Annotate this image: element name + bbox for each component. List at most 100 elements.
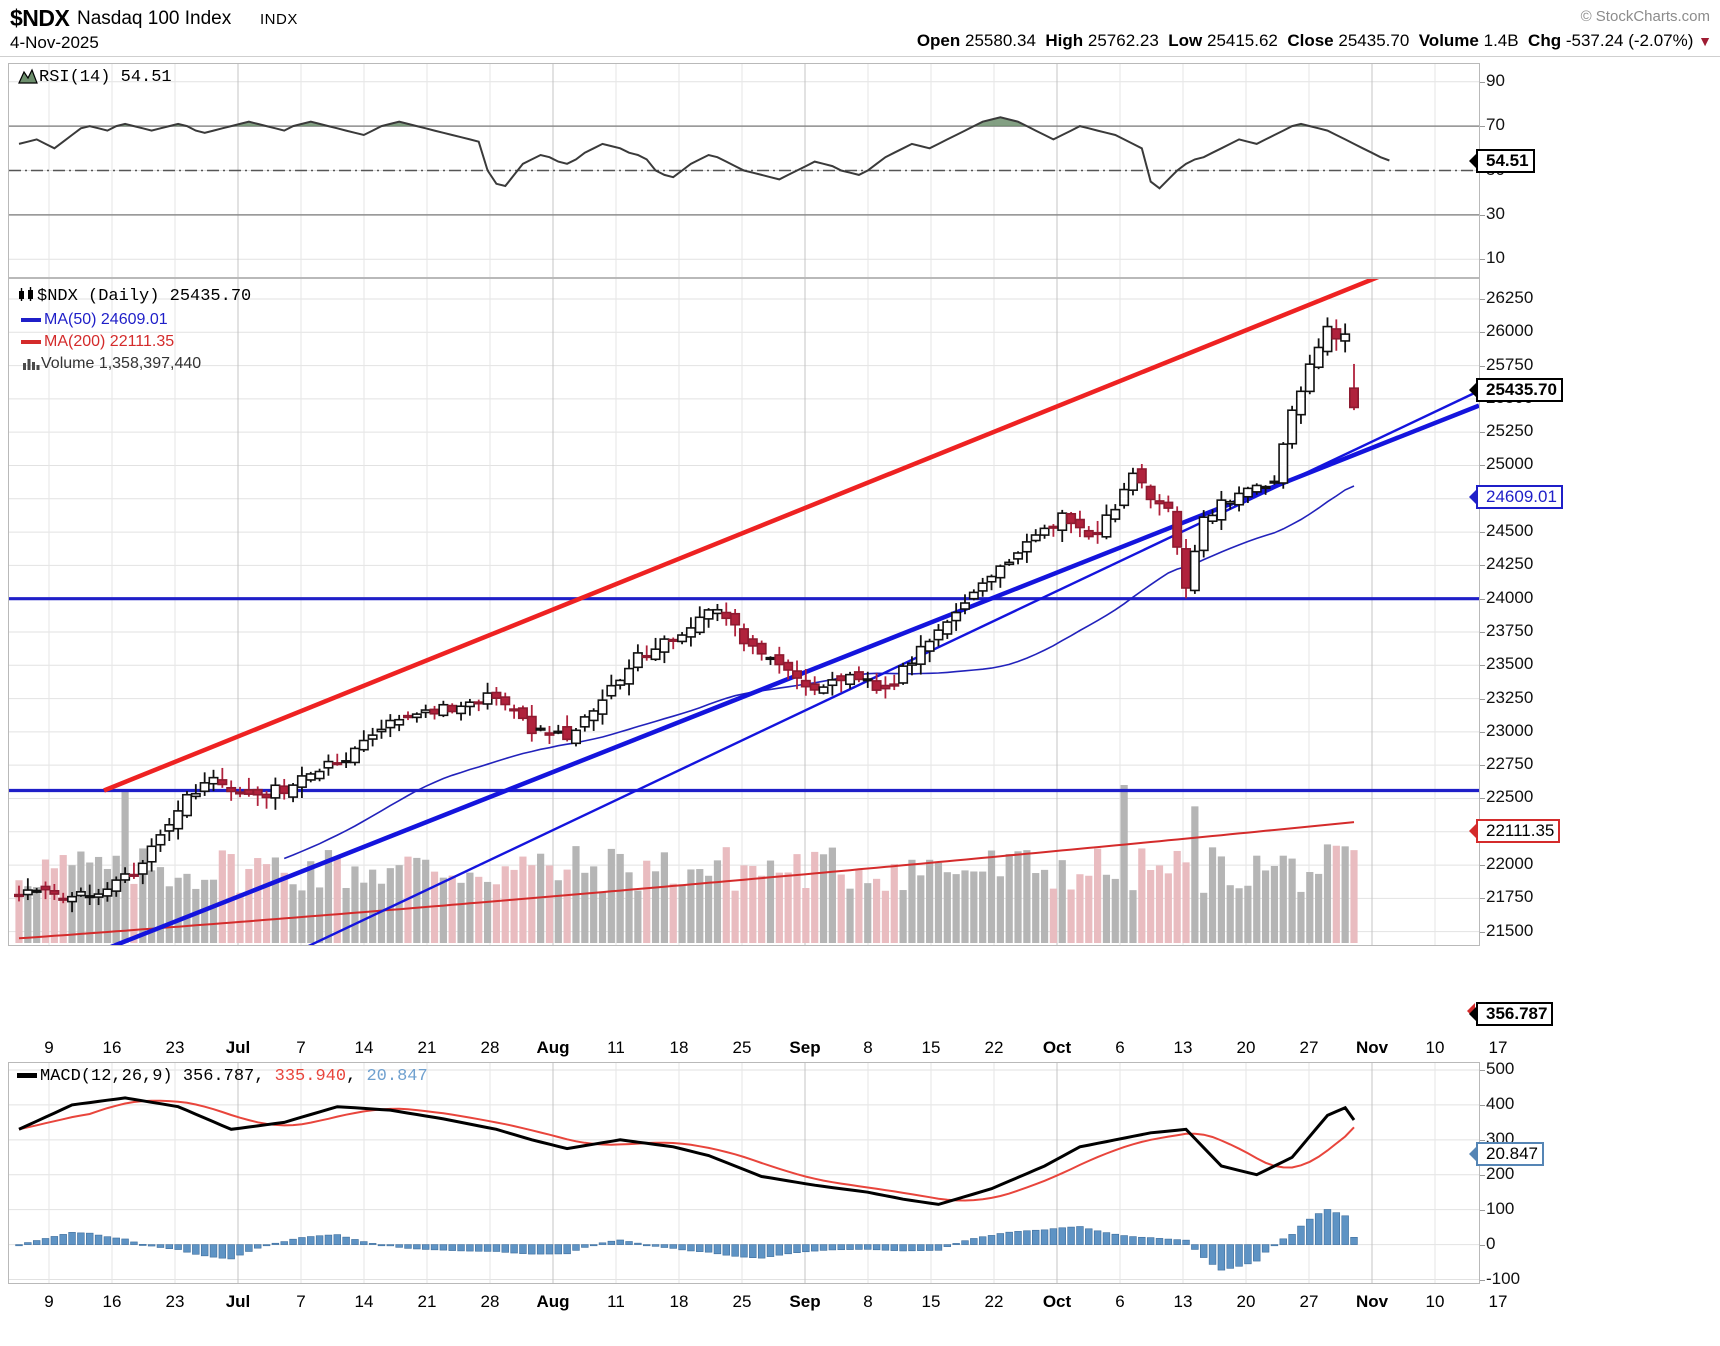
axis-tick-label: 70	[1486, 115, 1505, 135]
axis-tick-label: 26000	[1486, 321, 1534, 341]
axis-tick-mark	[1480, 1069, 1485, 1071]
macd-legend-signal: 335.940	[274, 1067, 347, 1086]
date-axis-label: 20	[1236, 1038, 1256, 1057]
close-value: 25435.70	[1338, 31, 1410, 50]
ma200-swatch-icon	[21, 339, 41, 344]
axis-tick-label: 21750	[1486, 887, 1534, 907]
date-axis-label: 7	[296, 1292, 306, 1311]
date-axis-label: 23	[165, 1292, 185, 1311]
date-axis-label: 8	[863, 1292, 873, 1311]
low-value: 25415.62	[1206, 31, 1278, 50]
axis-tick-label: 22500	[1486, 787, 1534, 807]
date-axis-label: 21	[417, 1038, 437, 1057]
price-panel: $NDX (Daily) 25435.70 MA(50) 24609.01 MA…	[8, 278, 1480, 946]
axis-tick-label: 24250	[1486, 554, 1534, 574]
date-axis-label: 9	[44, 1292, 54, 1311]
chg-value: -537.24 (-2.07%)	[1565, 31, 1694, 50]
chart-header: $NDX Nasdaq 100 Index INDX 4-Nov-2025 © …	[0, 0, 1720, 57]
date-axis-label: Sep	[789, 1038, 821, 1057]
candlestick-icon	[19, 287, 33, 301]
date-axis-label: 16	[102, 1292, 122, 1311]
date-axis-label: 14	[354, 1292, 374, 1311]
axis-tick-mark	[1480, 1279, 1485, 1281]
axis-tick-label: 25750	[1486, 354, 1534, 374]
axis-tick-mark	[1480, 465, 1485, 467]
axis-tick-label: 26250	[1486, 287, 1534, 307]
macd-legend-name: MACD(12,26,9)	[40, 1067, 173, 1086]
axis-tick-label: 25000	[1486, 454, 1534, 474]
date-axis-label: 13	[1173, 1038, 1193, 1057]
date-axis-label: Jul	[225, 1038, 251, 1057]
axis-tick-mark	[1480, 1209, 1485, 1211]
axis-tick-mark	[1480, 365, 1485, 367]
symbol-name: Nasdaq 100 Index	[77, 8, 232, 29]
axis-tick-mark	[1480, 81, 1485, 83]
axis-tick-mark	[1480, 126, 1485, 128]
date-axis-label: 22	[984, 1292, 1004, 1311]
date-axis-label: 18	[669, 1292, 689, 1311]
axis-tick-mark	[1480, 731, 1485, 733]
date-axis-label: 23	[165, 1038, 185, 1057]
axis-tick-label: 22750	[1486, 754, 1534, 774]
macd-date-axis: 9 16 23 Jul 7 14 21 28 Aug 11 18 25 Sep 8 15 22 Oct 6 13 20…	[0, 1290, 1720, 1316]
date-axis-label: 28	[480, 1038, 500, 1057]
date-axis-label: Aug	[536, 1038, 570, 1057]
axis-tick-mark	[1480, 532, 1485, 534]
rsi-legend: RSI(14) 54.51	[17, 68, 172, 87]
ma200-legend-text: MA(200) 22111.35	[44, 333, 175, 350]
volume-value: 1.4B	[1483, 31, 1519, 50]
quote-bar: Open 25580.34 High 25762.23 Low 25415.62…	[917, 31, 1712, 51]
axis-tick-label: 23750	[1486, 620, 1534, 640]
date-axis-label: 10	[1425, 1038, 1445, 1057]
date-axis-label: 17	[1488, 1038, 1508, 1057]
axis-tick-label: 100	[1486, 1198, 1515, 1218]
date-axis-label: Oct	[1042, 1292, 1072, 1311]
macd-swatch-icon	[17, 1073, 37, 1079]
axis-tick-label: 22000	[1486, 854, 1534, 874]
axis-tick-mark	[1480, 1174, 1485, 1176]
axis-tick-label: -100	[1486, 1268, 1521, 1288]
date-axis-label: Aug	[536, 1292, 570, 1311]
date-axis-label: 27	[1299, 1292, 1319, 1311]
date-axis-label: Oct	[1042, 1038, 1072, 1057]
volume-label: Volume	[1418, 31, 1479, 50]
price-legend-main: $NDX (Daily) 25435.70	[17, 287, 251, 306]
rsi-value-flag: 54.51	[1469, 149, 1535, 173]
axis-tick-label: 25250	[1486, 421, 1534, 441]
date-axis-label: Sep	[789, 1292, 821, 1311]
macd-value-flag: 356.787	[1468, 1002, 1554, 1026]
axis-tick-mark	[1480, 898, 1485, 900]
axis-tick-label: 400	[1486, 1093, 1515, 1113]
axis-tick-mark	[1480, 865, 1485, 867]
volume-legend-text: Volume 1,358,397,440	[41, 355, 202, 372]
high-label: High	[1045, 31, 1084, 50]
date-axis-label: 16	[102, 1038, 122, 1057]
date-axis-label: 20	[1236, 1292, 1256, 1311]
volume-legend: Volume 1,358,397,440	[21, 355, 201, 373]
open-value: 25580.34	[965, 31, 1036, 50]
symbol-exchange: INDX	[260, 11, 298, 28]
date-axis-label: 28	[480, 1292, 500, 1311]
axis-tick-mark	[1480, 798, 1485, 800]
date-axis-label: 8	[863, 1038, 873, 1057]
axis-tick-mark	[1480, 698, 1485, 700]
ma200-legend: MA(200) 22111.35	[21, 333, 174, 351]
axis-tick-mark	[1480, 259, 1485, 261]
volume-bars-icon	[23, 359, 40, 370]
axis-tick-mark	[1480, 931, 1485, 933]
open-label: Open	[916, 31, 961, 50]
date-axis-label: 22	[984, 1038, 1004, 1057]
stockcharts-credit: © StockCharts.com	[1580, 8, 1710, 25]
price-value-flag: 25435.70	[1469, 378, 1563, 402]
date-axis-label: 9	[44, 1038, 54, 1057]
date-axis-label: 11	[607, 1292, 625, 1311]
price-plot-area	[9, 279, 1479, 945]
rsi-legend-text: RSI(14) 54.51	[39, 68, 172, 87]
axis-tick-mark	[1480, 1244, 1485, 1246]
axis-tick-mark	[1480, 565, 1485, 567]
high-value: 25762.23	[1087, 31, 1159, 50]
ma200-value-flag: 22111.35	[1468, 819, 1561, 843]
date-axis-label: 21	[417, 1292, 437, 1311]
price-date-axis: 9 16 23 Jul 7 14 21 28 Aug 11 18 25 Sep 8 15 22 Oct 6 13 20…	[0, 1036, 1720, 1062]
